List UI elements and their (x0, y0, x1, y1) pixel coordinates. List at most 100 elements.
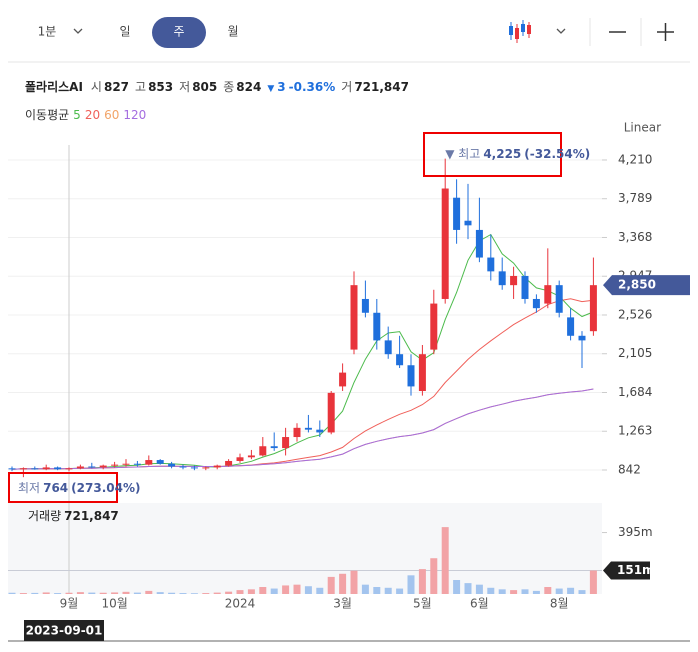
candle-body (373, 312, 381, 341)
ma-period: 120 (123, 108, 147, 122)
volume-bar (31, 592, 39, 594)
chevron[interactable] (556, 28, 566, 34)
tab[interactable]: 주 (173, 25, 184, 39)
volume-bar (213, 592, 221, 594)
volume-bar (521, 589, 529, 594)
volume-bar (589, 570, 597, 594)
volume-bar (293, 584, 301, 594)
candle-body (19, 468, 27, 470)
candle-body (521, 275, 529, 299)
high-note-text: ▼ 최고 (445, 147, 480, 161)
candle-body (236, 457, 244, 461)
candle-body (190, 467, 198, 469)
volume-bar (88, 592, 96, 594)
candle-body (327, 392, 335, 433)
interval-select[interactable]: 1분 (38, 25, 57, 39)
change-value: 3 (277, 80, 286, 94)
scale-label[interactable]: Linear (624, 121, 661, 135)
volume-bar (316, 587, 324, 594)
y-tick-label: 3,789 (618, 191, 652, 205)
volume-bar (555, 588, 563, 594)
chevron[interactable] (73, 28, 83, 34)
candle-body (76, 466, 84, 469)
volume-bar (190, 593, 198, 594)
volume-bar (487, 587, 495, 594)
candle-body (133, 463, 141, 465)
y-tick-label: 2,105 (618, 346, 652, 360)
y-tick-label: 2,526 (618, 307, 652, 321)
moving-average (11, 388, 594, 470)
volume-bar (42, 592, 50, 594)
volume-bar (350, 570, 358, 594)
volume-bar (282, 585, 290, 594)
low-note-text: 최저 (18, 481, 40, 495)
volume-bar (464, 583, 472, 594)
volume-bar (430, 558, 438, 594)
zoom-in[interactable] (657, 23, 674, 41)
y-tick-label: 3,368 (618, 230, 652, 244)
last-price-label: 2,850 (618, 278, 656, 292)
volume-value: 721,847 (354, 80, 409, 94)
candle-body (430, 303, 438, 350)
volume-bar (339, 573, 347, 594)
candle-body (65, 468, 73, 470)
candle-body (247, 455, 255, 458)
candle-body (168, 463, 176, 467)
volume-bar (122, 591, 130, 594)
tab-selected-bg (152, 17, 206, 48)
volume-bar (361, 584, 369, 594)
volume-bar (168, 592, 176, 594)
volume-bar (202, 593, 210, 594)
volume-bar (510, 590, 518, 594)
candle-body (202, 467, 210, 469)
moving-average (11, 298, 594, 470)
candle-body (567, 317, 575, 336)
volume-bar (65, 592, 73, 594)
candle-body (122, 463, 130, 465)
candle-body (361, 298, 369, 313)
tab[interactable]: 일 (119, 25, 130, 39)
chart-type-button[interactable] (509, 20, 531, 43)
volume-panel-bg (8, 503, 602, 594)
volume-bar (111, 592, 119, 594)
volume-bar (567, 587, 575, 594)
candle-body (179, 466, 187, 468)
crosshair-label: 2023-09-01 (26, 624, 103, 638)
quote-value: 824 (236, 80, 262, 94)
volume-bar (373, 587, 381, 594)
candle-body (510, 275, 518, 286)
x-tick-label: 2024 (225, 597, 256, 611)
candle-body (475, 229, 483, 258)
candle-body (111, 464, 119, 466)
volume-bar (327, 576, 335, 594)
candle-body (293, 427, 301, 438)
candle-body (532, 298, 540, 309)
volume-last-label: 151m (617, 563, 655, 577)
candle-body (498, 271, 506, 286)
volume-total: 721,847 (64, 509, 119, 523)
low-note-value: 764 (43, 481, 68, 495)
volume-bar (532, 590, 540, 594)
candle-body (555, 285, 563, 313)
candle-body (54, 467, 62, 470)
tab[interactable]: 월 (227, 25, 238, 39)
candle-body (31, 468, 39, 470)
quote-header: 폴라리스AI 시 827 고 853 저 805 종 824 ▼ 3 -0.36% 거 721,847 (25, 78, 412, 95)
low-note: 최저 764 (273.04%) (18, 481, 140, 495)
candle-body (407, 365, 415, 387)
volume-bar (384, 587, 392, 594)
high-note-box (423, 132, 562, 177)
ma-period: 20 (84, 108, 101, 122)
candle-body (350, 285, 358, 350)
volume-last-badge (603, 561, 650, 580)
volume-title: 거래량 (28, 509, 61, 523)
moving-average (11, 233, 594, 470)
high-note: ▼ 최고 4,225 (-32.54%) (445, 147, 590, 161)
volume-bar (418, 569, 426, 594)
quote-value: 827 (103, 80, 130, 94)
volume-bar (259, 587, 267, 594)
candle-body (441, 188, 449, 299)
candle-body (589, 285, 597, 332)
